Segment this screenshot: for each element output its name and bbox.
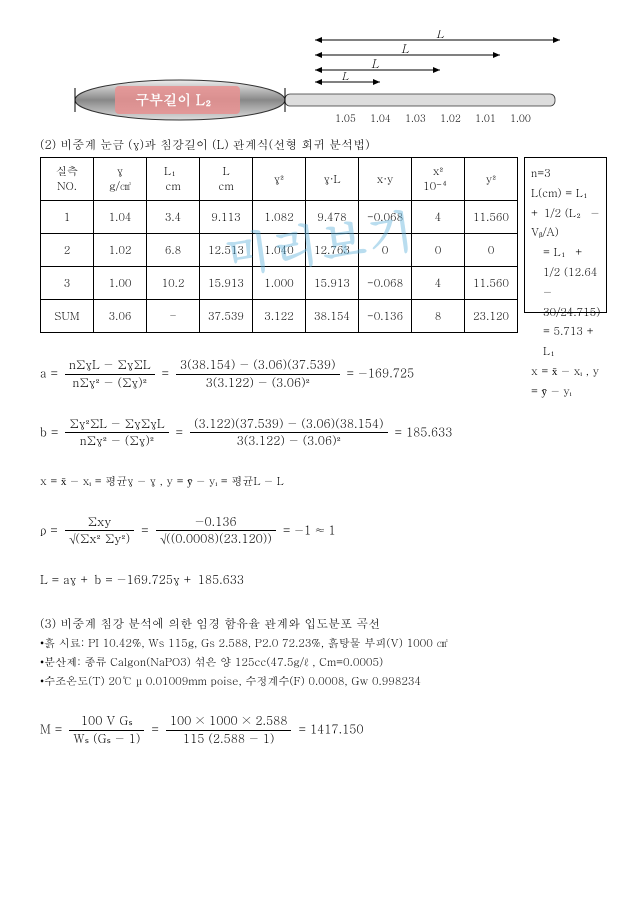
hydrometer-figure: 구부길이 L₂ L L L L 1.05 1.04 1.03 1.02 1.01… — [60, 30, 580, 130]
table-row: 3 1.00 10.2 15.913 1.000 15.913 -0.068 4… — [41, 267, 518, 300]
note-2: •분산제: 종류 Calgon(NaPO3) 섞은 양 125cc(47.5g/… — [40, 655, 600, 670]
side-l5: x = x̄ − xᵢ , y = ȳ − yᵢ — [531, 362, 600, 402]
side-l2: L(cm) = L₁ + 1/2 (L₂ − Vᵦ/A) — [531, 184, 600, 243]
svg-text:L: L — [341, 69, 349, 84]
section-2-title: (2) 비중계 눈금 (γ)과 침강길이 (L) 관계식(선형 회귀 분석법) — [40, 136, 600, 153]
xy-definition: x = x̄ − xᵢ = 평균γ − γ , y = ȳ − yᵢ = 평균L… — [40, 474, 600, 489]
th-gamma: γg/㎤ — [94, 158, 147, 201]
equation-rho: ρ = Σxy √(Σx² Σy²) = −0.136 √((0.0008)(2… — [40, 514, 600, 549]
regression-table: 실측NO. γg/㎤ L₁cm Lcm γ² γ·L x·y x²10⁻⁴ y²… — [40, 157, 518, 333]
table-row: 1 1.04 3.4 9.113 1.082 9.478 -0.068 4 11… — [41, 201, 518, 234]
table-row-sum: SUM 3.06 – 37.539 3.122 38.154 -0.136 8 … — [41, 300, 518, 333]
equation-a: a = nΣγL − ΣγΣL nΣγ² − (Σγ)² = 3(38.154)… — [40, 357, 600, 392]
note-3: •수조온도(T) 20℃ μ 0.01009mm poise, 수정계수(F) … — [40, 674, 600, 689]
svg-text:1.01: 1.01 — [475, 111, 496, 125]
bulb-label: 구부길이 L₂ — [135, 89, 219, 109]
section-3-title: (3) 비중계 침강 분석에 의한 임경 함유율 관계와 입도분포 곡선 — [40, 615, 600, 632]
th-l1: L₁cm — [147, 158, 200, 201]
side-l3: = L₁ + 1/2 (12.64 − 30/24.715) — [531, 243, 600, 322]
equation-b: b = Σγ²ΣL − ΣγΣγL nΣγ² − (Σγ)² = (3.122)… — [40, 416, 600, 451]
side-l1: n=3 — [531, 164, 600, 184]
equation-L: L = aγ + b = −169.725γ + 185.633 — [40, 572, 600, 589]
svg-text:L: L — [436, 30, 445, 42]
th-xy: x·y — [359, 158, 412, 201]
th-g2: γ² — [253, 158, 306, 201]
side-formula-box: n=3 L(cm) = L₁ + 1/2 (L₂ − Vᵦ/A) = L₁ + … — [524, 157, 607, 313]
th-x2: x²10⁻⁴ — [412, 158, 465, 201]
equation-M: M = 100 V Gₛ Wₛ (Gₛ − 1) = 100 × 1000 × … — [40, 713, 600, 748]
th-y2: y² — [465, 158, 518, 201]
th-l: Lcm — [200, 158, 253, 201]
side-l4: = 5.713 + L₁ — [531, 322, 600, 362]
th-no: 실측NO. — [41, 158, 94, 201]
note-1: •흙 시료: PI 10.42%, Ws 115g, Gs 2.588, P2.… — [40, 636, 600, 651]
svg-text:L: L — [371, 55, 380, 72]
th-gl: γ·L — [306, 158, 359, 201]
svg-text:1.00: 1.00 — [510, 111, 531, 125]
table-row: 2 1.02 6.8 12.513 1.040 12.763 0 0 0 — [41, 234, 518, 267]
table-wrap: 실측NO. γg/㎤ L₁cm Lcm γ² γ·L x·y x²10⁻⁴ y²… — [40, 157, 600, 333]
svg-text:1.02: 1.02 — [440, 111, 461, 125]
svg-text:1.03: 1.03 — [405, 111, 426, 125]
svg-text:1.05: 1.05 — [335, 111, 356, 125]
svg-text:1.04: 1.04 — [370, 111, 391, 125]
svg-text:L: L — [401, 40, 410, 57]
